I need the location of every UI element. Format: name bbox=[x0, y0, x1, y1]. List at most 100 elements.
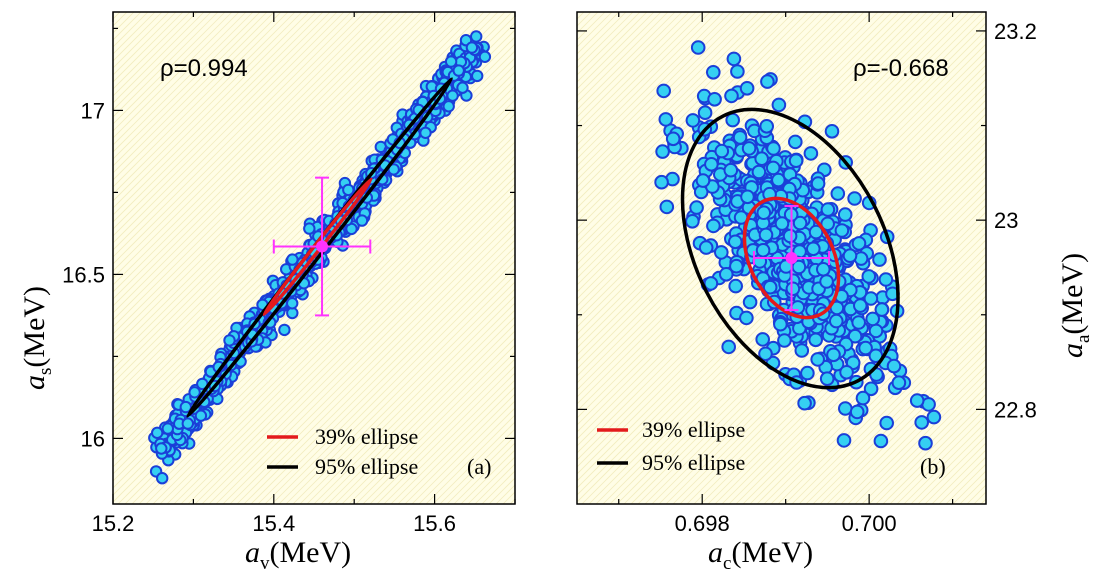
y-tick-label: 16.5 bbox=[62, 262, 105, 287]
scatter-point bbox=[151, 426, 164, 439]
scatter-point bbox=[794, 343, 810, 358]
hatch-line bbox=[861, 379, 986, 504]
hatch-line bbox=[577, 12, 942, 377]
hatch-line bbox=[113, 12, 296, 195]
hatch-line bbox=[577, 12, 956, 391]
hatch-line bbox=[577, 12, 683, 118]
hatch-line bbox=[215, 204, 515, 504]
scatter-point bbox=[847, 191, 862, 206]
scatter-point bbox=[756, 205, 772, 220]
scatter-point bbox=[766, 141, 781, 156]
hatch-line bbox=[369, 358, 515, 504]
scatter-point bbox=[721, 339, 737, 355]
scatter-point bbox=[838, 401, 853, 416]
scatter-point bbox=[847, 328, 863, 344]
hatch-line bbox=[826, 344, 986, 504]
scatter-point bbox=[685, 113, 701, 128]
hatch-line bbox=[292, 281, 515, 504]
scatter-point bbox=[914, 415, 930, 430]
scatter-point bbox=[851, 315, 867, 330]
hatch-line bbox=[299, 288, 515, 504]
scatter-point bbox=[837, 207, 853, 222]
scatter-point bbox=[858, 340, 873, 356]
hatch-line bbox=[113, 12, 359, 258]
hatch-line bbox=[784, 302, 986, 504]
hatch-line bbox=[868, 386, 986, 504]
hatch-line bbox=[577, 12, 844, 279]
hatch-line bbox=[113, 12, 366, 265]
hatch-line bbox=[577, 12, 837, 272]
scatter-point bbox=[355, 214, 369, 227]
scatter-point bbox=[788, 153, 804, 168]
scatter-point bbox=[452, 64, 465, 77]
hatch-line bbox=[577, 12, 928, 363]
scatter-point bbox=[655, 144, 670, 159]
scatter-point bbox=[741, 141, 757, 156]
hatch-line bbox=[577, 12, 767, 202]
y-label-a-unit: (MeV) bbox=[18, 286, 51, 368]
hatch-line bbox=[577, 12, 774, 209]
x-label-a-sub: v bbox=[260, 553, 270, 574]
hatch-line bbox=[113, 12, 303, 202]
hatch-line bbox=[577, 12, 935, 370]
hatch-line bbox=[896, 414, 986, 504]
hatch-line bbox=[187, 176, 515, 504]
hatch-line bbox=[577, 12, 914, 349]
legend-a-95-label: 95% ellipse bbox=[315, 454, 418, 479]
scatter-point bbox=[774, 216, 790, 231]
hatch-line bbox=[320, 309, 515, 504]
scatter-point bbox=[872, 252, 887, 267]
scatter-point bbox=[803, 146, 819, 161]
panel-a-errorbar bbox=[272, 176, 372, 317]
scatter-point bbox=[419, 126, 432, 140]
scatter-point bbox=[836, 433, 852, 448]
scatter-point bbox=[732, 130, 748, 145]
x-label-a-symbol: a bbox=[245, 536, 260, 569]
hatch-line bbox=[672, 190, 986, 504]
hatch-line bbox=[334, 323, 515, 504]
panel-a-y-axis-label: as(MeV) bbox=[18, 286, 56, 390]
hatch-line bbox=[113, 12, 492, 391]
svg-text:ac(MeV): ac(MeV) bbox=[708, 536, 813, 574]
scatter-point bbox=[706, 218, 721, 234]
hatch-line bbox=[763, 281, 986, 504]
scatter-point bbox=[740, 189, 755, 205]
scatter-point bbox=[839, 365, 854, 380]
panel-b-x-axis-label: ac(MeV) bbox=[708, 536, 813, 574]
scatter-point bbox=[729, 258, 744, 274]
y-tick-label: 22.8 bbox=[994, 397, 1037, 422]
hatch-line bbox=[271, 260, 515, 504]
hatch-line bbox=[113, 12, 226, 125]
scatter-point bbox=[755, 243, 771, 258]
hatch-line bbox=[113, 12, 436, 335]
hatch-line bbox=[285, 274, 515, 504]
hatch-line bbox=[882, 400, 986, 504]
scatter-point bbox=[156, 472, 169, 485]
panel-b-label: (b) bbox=[920, 454, 946, 479]
y-tick-label: 23.2 bbox=[994, 19, 1037, 44]
hatch-line bbox=[278, 267, 515, 504]
hatch-line bbox=[577, 12, 669, 104]
x-label-a-unit: (MeV) bbox=[270, 536, 352, 569]
scatter-point bbox=[723, 162, 739, 178]
scatter-point bbox=[773, 316, 788, 332]
scatter-point bbox=[714, 245, 729, 260]
scatter-point bbox=[810, 352, 826, 367]
scatter-point bbox=[891, 375, 907, 391]
hatch-line bbox=[113, 12, 345, 244]
hatch-line bbox=[113, 12, 331, 230]
hatch-line bbox=[577, 12, 711, 146]
hatch-line bbox=[113, 12, 268, 167]
hatch-line bbox=[418, 407, 515, 504]
scatter-point bbox=[855, 390, 871, 406]
hatch-line bbox=[577, 12, 858, 293]
y-label-b-unit: (MeV) bbox=[1056, 253, 1089, 335]
scatter-point bbox=[665, 131, 681, 147]
scatter-point bbox=[863, 291, 879, 306]
scatter-point bbox=[739, 81, 755, 96]
hatch-line bbox=[348, 337, 515, 504]
scatter-point bbox=[707, 92, 722, 107]
scatter-point bbox=[659, 199, 675, 215]
x-label-b-symbol: a bbox=[708, 536, 723, 569]
scatter-point bbox=[790, 300, 806, 315]
